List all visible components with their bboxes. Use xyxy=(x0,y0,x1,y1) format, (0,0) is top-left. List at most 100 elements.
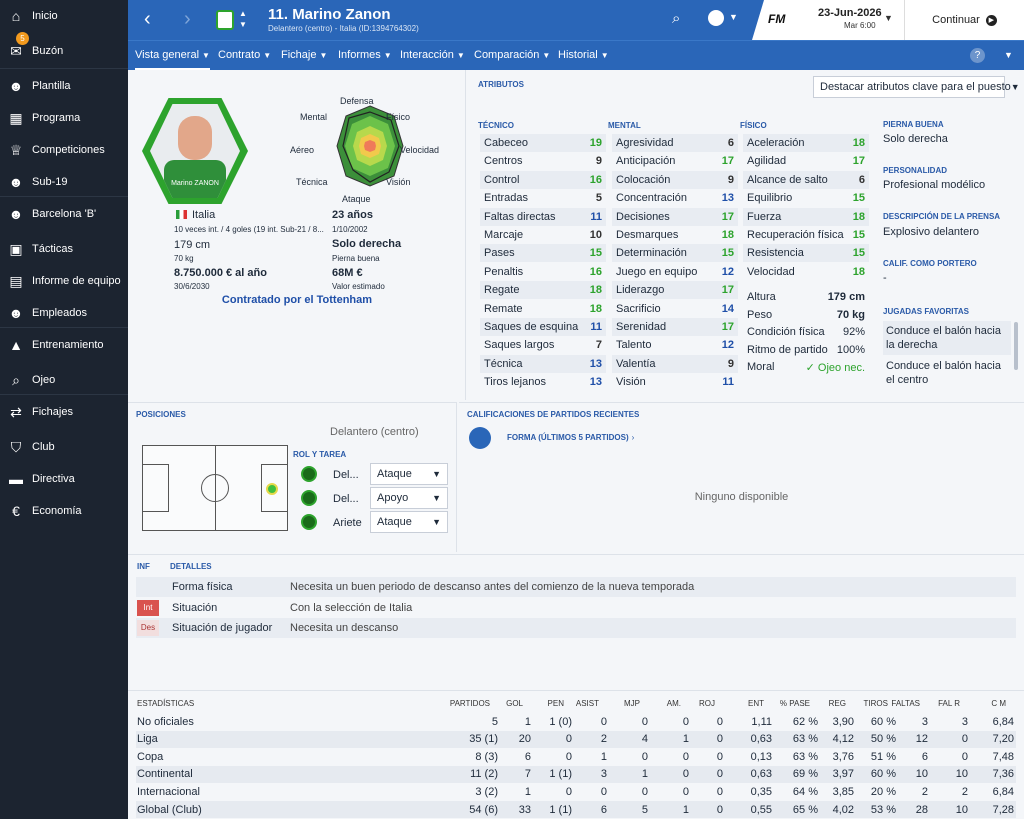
continue-button[interactable]: Continuar ▶ xyxy=(904,0,1024,40)
role-icon xyxy=(301,466,317,482)
sidebar-item-finance[interactable]: € Economía xyxy=(0,496,128,526)
sidebar-item-reserve[interactable]: ☻ Barcelona 'B' xyxy=(0,199,128,229)
stats-cell: 1 (0) xyxy=(549,715,572,728)
attribute-row: Decisiones 17 xyxy=(612,207,738,226)
info-value: 70 kg xyxy=(836,308,865,321)
form-chart-icon[interactable] xyxy=(469,427,491,449)
attributes-title: Atributos xyxy=(478,80,524,89)
form-link[interactable]: Forma (últimos 5 partidos) › xyxy=(507,433,634,442)
forward-icon[interactable]: › xyxy=(184,8,191,30)
tab-1[interactable]: Vista general ▼ xyxy=(135,49,210,70)
attribute-name: Concentración xyxy=(616,192,687,205)
sidebar-item-club[interactable]: ⛉ Club xyxy=(0,432,128,462)
sidebar-item-transfers[interactable]: ⇄ Fichajes xyxy=(0,397,128,427)
attribute-value: 17 xyxy=(721,210,734,223)
position-marker[interactable] xyxy=(266,483,278,495)
highlight-dropdown[interactable]: Destacar atributos clave para el puesto … xyxy=(813,76,1020,98)
chevron-down-icon: ▼ xyxy=(383,51,392,60)
stats-cell: 0 xyxy=(565,750,572,763)
tab-7[interactable]: Historial ▼ xyxy=(558,49,609,61)
sidebar-item-scouting[interactable]: ⌕ Ojeo xyxy=(0,365,128,395)
date-chevron-icon[interactable]: ▼ xyxy=(884,13,893,23)
attribute-value: 5 xyxy=(595,192,602,205)
info-value: 179 cm xyxy=(827,291,865,303)
calendar-icon: ▦ xyxy=(9,109,23,126)
duty-dropdown[interactable]: Apoyo ▼ xyxy=(370,487,448,509)
stats-cell: 28 xyxy=(915,803,928,816)
back-icon[interactable]: ‹ xyxy=(144,8,151,30)
sidebar-item-staff[interactable]: ☻ Empleados xyxy=(0,298,128,328)
sidebar-item-board[interactable]: ▬ Directiva xyxy=(0,464,128,494)
attribute-row: Visión 11 xyxy=(612,373,738,391)
attribute-radar xyxy=(336,105,404,187)
sidebar-item-tactics[interactable]: ▣ Tácticas xyxy=(0,234,128,264)
tab-5[interactable]: Interacción ▼ xyxy=(400,49,465,61)
positions-panel: Posiciones Delantero (centro) Rol y tare… xyxy=(128,402,457,552)
contracted-by[interactable]: Contratado por el Tottenham xyxy=(221,294,373,306)
gk-title: Calif. como portero xyxy=(883,259,977,268)
stats-cell: 0,35 xyxy=(750,785,772,798)
details-panel: INF Detalles Forma física Necesita un bue… xyxy=(128,554,1024,690)
stats-header: Partidos xyxy=(449,699,490,708)
stats-cell: 50 % xyxy=(870,733,896,746)
tab-2[interactable]: Contrato ▼ xyxy=(218,49,271,61)
sidebar-item-youth[interactable]: ☻ Sub-19 xyxy=(0,167,128,197)
attribute-value: 17 xyxy=(721,321,734,333)
stats-cell: 0,63 xyxy=(750,733,772,746)
stats-cell: 3,76 xyxy=(832,750,854,763)
tab-6[interactable]: Comparación ▼ xyxy=(474,49,550,61)
attribute-name: Resistencia xyxy=(747,247,804,260)
trophy-icon: ♕ xyxy=(9,141,23,158)
tab-3[interactable]: Fichaje ▼ xyxy=(281,49,327,61)
stats-cell: 3,85 xyxy=(832,785,854,798)
attribute-value: 18 xyxy=(721,229,734,241)
help-icon[interactable]: ? xyxy=(970,48,985,63)
chevron-down-icon: ▼ xyxy=(542,51,551,60)
stats-cell: 6 xyxy=(600,803,607,816)
attribute-row: Control 16 xyxy=(480,170,606,189)
attribute-name: Saques de esquina xyxy=(484,321,579,333)
stats-cell: 69 % xyxy=(792,768,818,781)
stats-cell: Global (Club) xyxy=(137,803,202,816)
sidebar-item-trophy[interactable]: ♕ Competiciones xyxy=(0,135,128,165)
duty-dropdown[interactable]: Ataque ▼ xyxy=(370,463,448,485)
attribute-row: Pases 15 xyxy=(480,244,606,263)
player-switch-icon[interactable]: ▲ ▼ xyxy=(239,9,247,29)
stats-cell: 0 xyxy=(565,733,572,746)
sidebar-item-home[interactable]: ⌂ Inicio xyxy=(0,1,128,31)
detail-text: Necesita un descanso xyxy=(290,622,399,634)
attribute-value: 14 xyxy=(721,302,734,315)
sidebar-item-training[interactable]: ▲ Entrenamiento xyxy=(0,330,128,360)
attribute-name: Entradas xyxy=(484,192,529,205)
attribute-row: Regate 18 xyxy=(480,281,606,300)
sidebar-item-report[interactable]: ▤ Informe de equipo xyxy=(0,266,128,296)
stats-cell: 3,90 xyxy=(832,715,854,728)
date-panel[interactable]: FM 23-Jun-2026 Mar 6:00 ▼ Continuar ▶ xyxy=(752,0,1024,40)
chevron-down-icon[interactable]: ▼ xyxy=(729,12,738,22)
attribute-value: 10 xyxy=(589,229,602,241)
stats-cell: Continental xyxy=(137,768,193,781)
sidebar-item-squad[interactable]: ☻ Plantilla xyxy=(0,71,128,101)
duty-dropdown[interactable]: Ataque ▼ xyxy=(370,511,448,533)
stats-cell: 0,13 xyxy=(750,750,772,763)
details-title: Detalles xyxy=(170,562,212,571)
scrollbar[interactable] xyxy=(1014,322,1018,370)
stats-header: Pen xyxy=(547,699,564,708)
stats-cell: Internacional xyxy=(137,785,200,798)
sidebar-item-inbox[interactable]: ✉ Buzón 5 xyxy=(0,32,128,66)
tab-menu-chevron-icon[interactable]: ▼ xyxy=(1004,50,1013,60)
tab-label: Interacción xyxy=(400,49,454,61)
gk-value: - xyxy=(883,272,887,284)
sidebar: ⌂ Inicio ✉ Buzón 5 ☻ Plantilla ▦ Programa ♕ Compet… xyxy=(0,0,128,819)
stats-cell: 5 xyxy=(641,803,648,816)
sidebar-item-calendar[interactable]: ▦ Programa xyxy=(0,103,128,133)
stats-cell: 7,28 xyxy=(992,803,1014,816)
globe-icon[interactable] xyxy=(708,10,724,26)
chevron-down-icon: ▼ xyxy=(1010,82,1020,92)
stats-cell: 60 % xyxy=(870,715,896,728)
fm-logo: FM xyxy=(768,12,786,26)
search-icon[interactable]: ⌕ xyxy=(672,10,681,27)
stats-cell: 2 xyxy=(600,733,607,746)
press-title: Descripción de la prensa xyxy=(883,212,1001,221)
tab-4[interactable]: Informes ▼ xyxy=(338,49,392,61)
